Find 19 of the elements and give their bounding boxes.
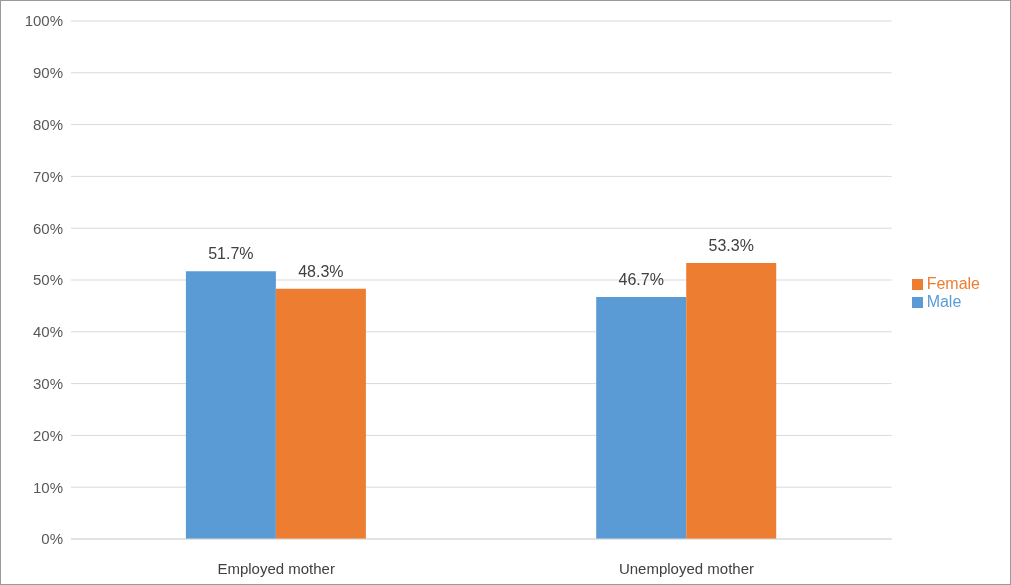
y-tick-label: 80% xyxy=(32,115,63,133)
y-tick-label: 60% xyxy=(32,219,63,237)
data-label: 48.3% xyxy=(298,262,344,280)
y-tick-label: 50% xyxy=(32,271,63,289)
y-tick-label: 90% xyxy=(32,64,63,82)
data-label: 53.3% xyxy=(708,236,754,254)
data-label: 51.7% xyxy=(208,245,254,263)
legend-label: Female xyxy=(926,274,980,292)
y-tick-label: 40% xyxy=(32,323,63,341)
y-tick-label: 100% xyxy=(24,12,63,30)
x-tick-label: Unemployed mother xyxy=(618,559,755,577)
y-tick-label: 0% xyxy=(41,530,63,548)
x-tick-label: Employed mother xyxy=(217,559,335,577)
y-tick-label: 10% xyxy=(32,478,63,496)
legend-label: Male xyxy=(926,292,962,310)
y-tick-label: 20% xyxy=(32,426,63,444)
data-label: 46.7% xyxy=(618,271,664,289)
y-tick-label: 30% xyxy=(32,374,63,392)
y-tick-label: 70% xyxy=(32,167,63,185)
